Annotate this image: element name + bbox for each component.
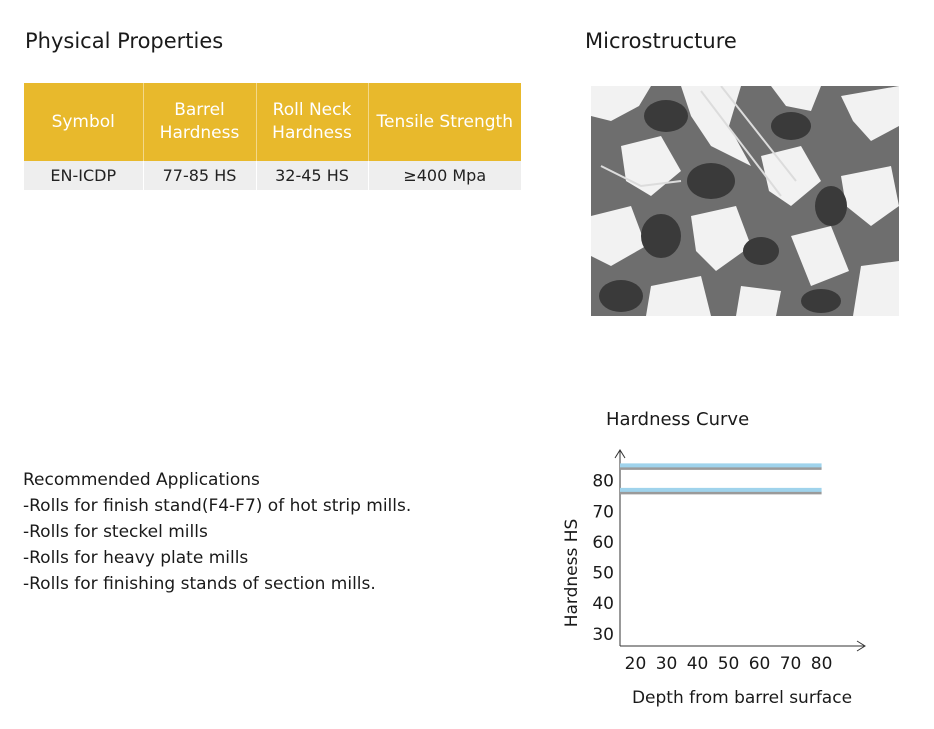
header-tensile-strength: Tensile Strength — [368, 83, 521, 161]
table-row: EN-ICDP 77-85 HS 32-45 HS ≥400 Mpa — [24, 161, 521, 190]
list-item: -Rolls for finishing stands of section m… — [23, 574, 376, 594]
microstructure-image — [591, 86, 899, 316]
header-symbol: Symbol — [24, 83, 144, 161]
x-tick-label: 20 — [625, 654, 647, 674]
cell-roll-neck-hardness: 32-45 HS — [256, 161, 369, 190]
hardness-curve-chart: Hardness Curve 20 30 40 50 60 70 80 30 40 50 60 70 80… — [562, 409, 866, 708]
x-axis-arrow — [856, 640, 866, 652]
x-axis-label: Depth from barrel surface — [632, 688, 852, 708]
x-tick-label: 30 — [656, 654, 678, 674]
recommended-applications: Recommended Applications -Rolls for fini… — [23, 467, 411, 597]
physical-properties-title: Physical Properties — [25, 29, 224, 53]
header-roll-neck-hardness: Roll Neck Hardness — [256, 83, 369, 161]
header-barrel-hardness: Barrel Hardness — [143, 83, 257, 161]
y-axis-arrow — [614, 449, 626, 459]
cell-tensile-strength: ≥400 Mpa — [368, 161, 521, 190]
x-tick-label: 40 — [687, 654, 709, 674]
y-tick-label: 40 — [592, 594, 614, 614]
applications-title: Recommended Applications — [23, 470, 260, 490]
microstructure-title: Microstructure — [585, 29, 737, 53]
list-item: -Rolls for steckel mills — [23, 522, 208, 542]
y-tick-label: 30 — [592, 625, 614, 645]
list-item: -Rolls for heavy plate mills — [23, 548, 249, 568]
x-tick-label: 50 — [718, 654, 740, 674]
y-tick-label: 60 — [592, 533, 614, 553]
list-item: -Rolls for finish stand(F4-F7) of hot st… — [23, 496, 412, 516]
y-tick-label: 50 — [592, 564, 614, 584]
chart-title: Hardness Curve — [606, 409, 749, 430]
cell-barrel-hardness: 77-85 HS — [143, 161, 257, 190]
x-tick-label: 60 — [749, 654, 771, 674]
x-tick-label: 70 — [780, 654, 802, 674]
y-tick-label: 70 — [592, 502, 614, 522]
table-header-row: Symbol Barrel Hardness Roll Neck Hardnes… — [24, 83, 521, 161]
x-tick-label: 80 — [811, 654, 833, 674]
y-tick-label: 80 — [592, 472, 614, 492]
y-axis-label: Hardness HS — [562, 519, 582, 628]
cell-symbol: EN-ICDP — [24, 161, 144, 190]
physical-properties-table: Symbol Barrel Hardness Roll Neck Hardnes… — [24, 83, 521, 190]
